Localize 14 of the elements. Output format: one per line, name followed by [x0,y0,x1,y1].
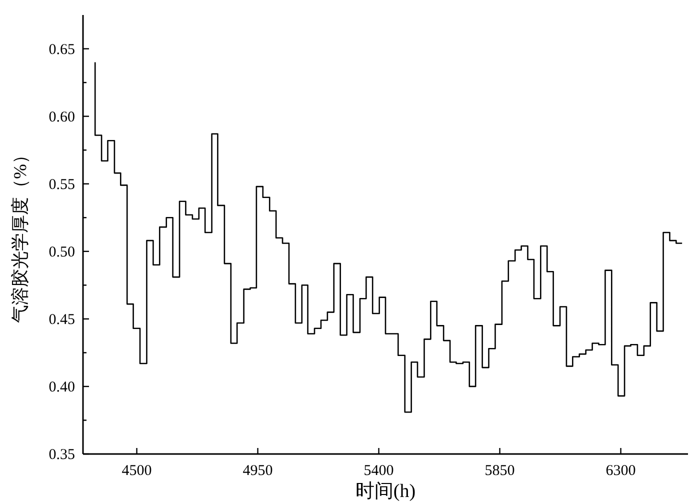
y-tick-label: 0.65 [48,42,75,58]
x-tick-label: 6300 [606,463,636,479]
y-label: 气溶胶光学厚度（%） [10,146,30,323]
y-tick-label: 0.60 [48,109,75,126]
x-tick-label: 4950 [242,463,273,479]
y-tick-label: 0.50 [48,244,75,260]
y-tick-label: 0.35 [48,447,75,463]
x-tick-label: 5850 [484,463,515,479]
x-tick-label: 5400 [364,463,394,479]
y-tick-label: 0.40 [48,379,75,396]
x-tick-label: 4500 [122,463,152,479]
x-label: 时间(h) [355,481,416,502]
y-tick-label: 0.55 [48,176,75,193]
y-tick-label: 0.45 [48,312,75,328]
